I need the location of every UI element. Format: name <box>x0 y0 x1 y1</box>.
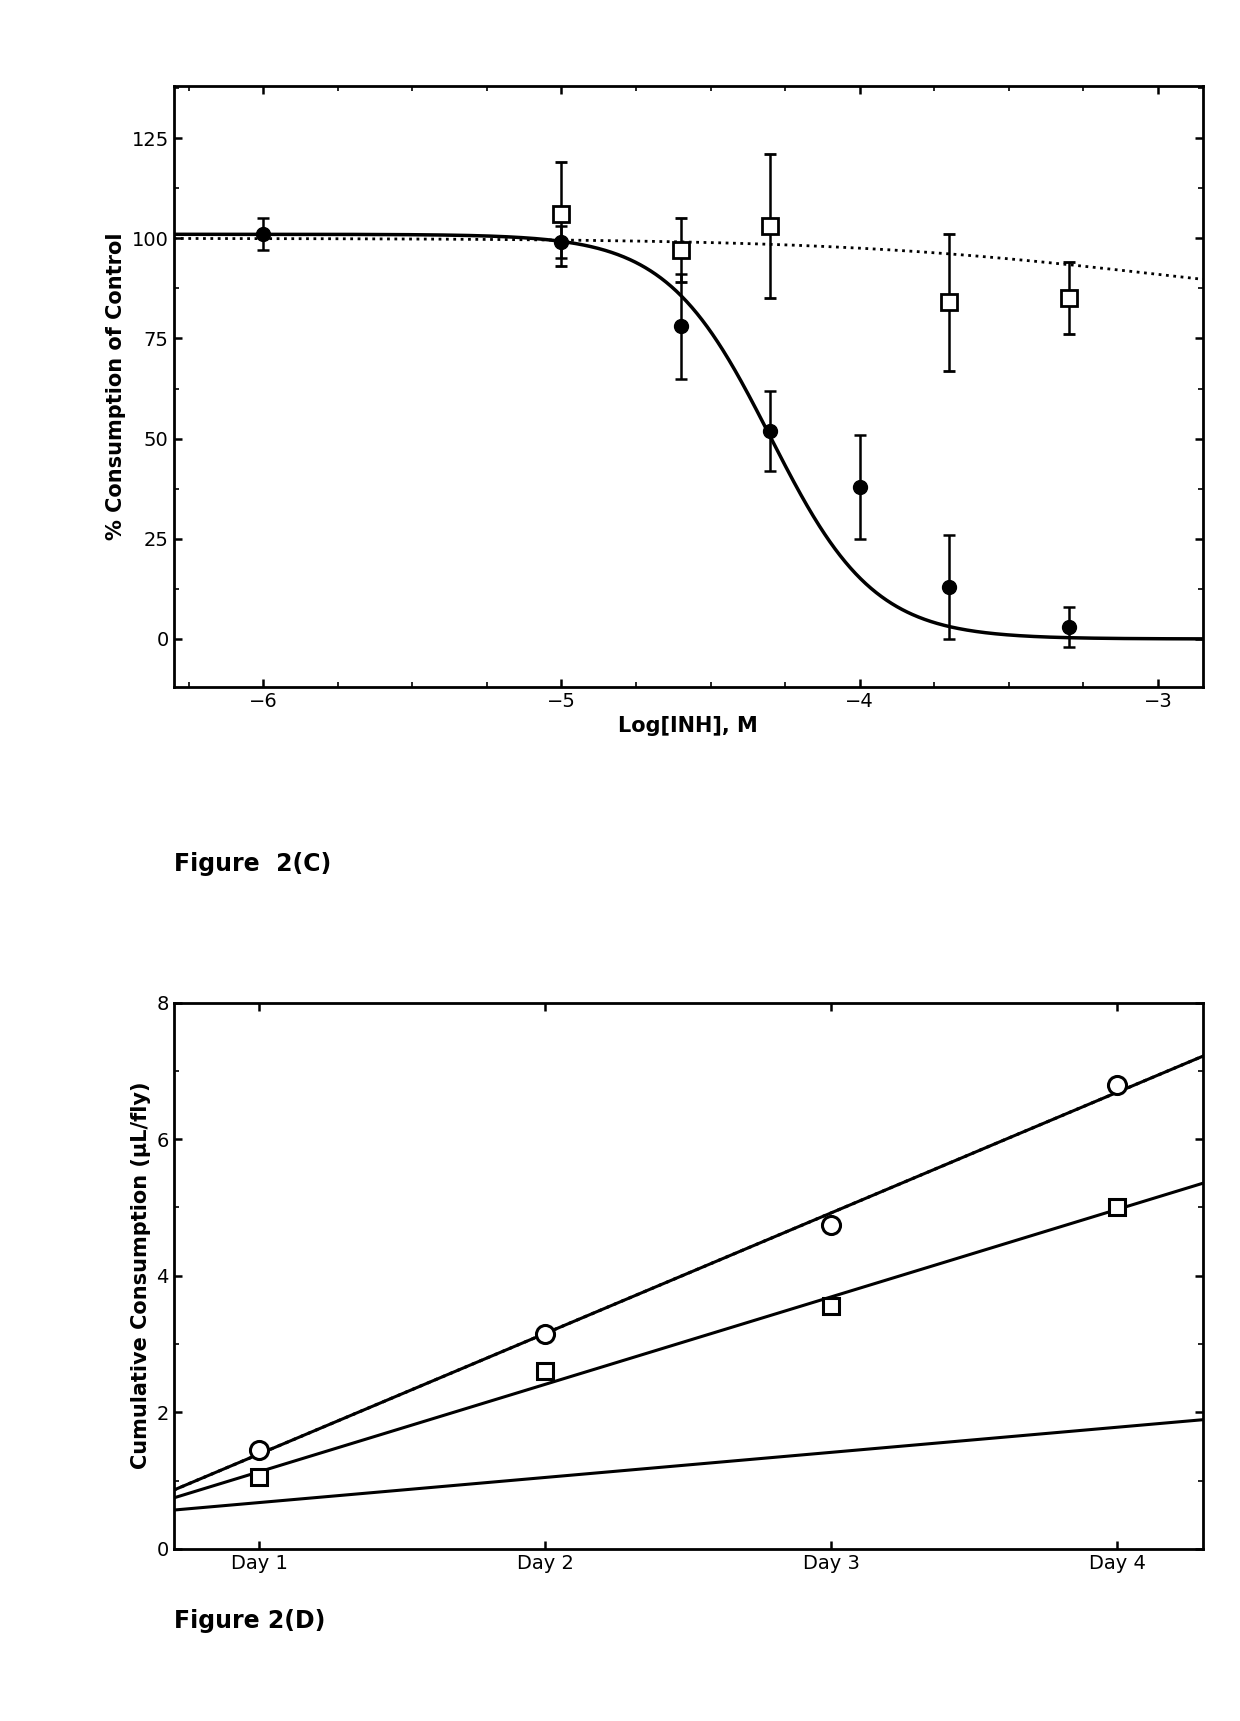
Text: Figure 2(D): Figure 2(D) <box>174 1609 325 1633</box>
X-axis label: Log[INH], M: Log[INH], M <box>619 716 758 737</box>
Y-axis label: Cumulative Consumption (μL/fly): Cumulative Consumption (μL/fly) <box>130 1083 151 1470</box>
Text: Figure  2(C): Figure 2(C) <box>174 852 331 876</box>
Y-axis label: % Consumption of Control: % Consumption of Control <box>105 232 126 540</box>
